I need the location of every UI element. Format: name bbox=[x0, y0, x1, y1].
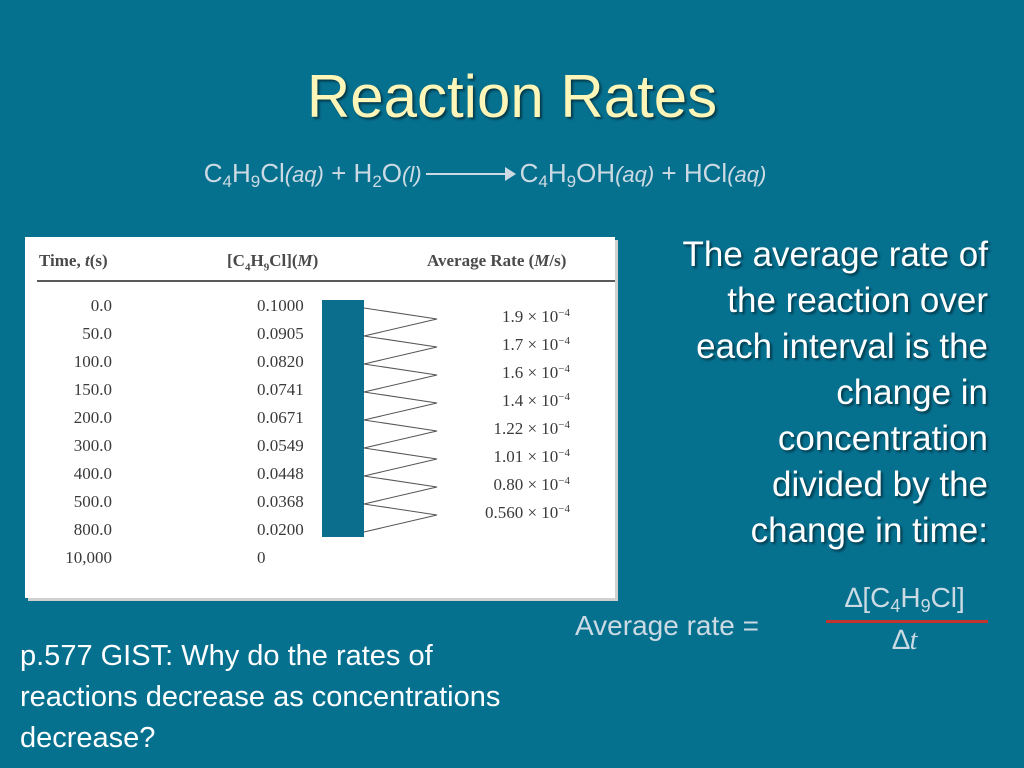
concentration-cell: 0.0549 bbox=[257, 436, 304, 455]
explanation-line: the reaction over bbox=[727, 281, 988, 320]
concentration-cell: 0 bbox=[257, 548, 266, 567]
average-rate-label: Average rate = bbox=[575, 610, 759, 641]
time-cell: 10,000 bbox=[65, 548, 112, 567]
rate-cell: 1.6 × 10−4 bbox=[501, 363, 570, 382]
reactant-h2o: H2O(l) bbox=[353, 158, 422, 191]
time-cell: 800.0 bbox=[73, 520, 112, 539]
concentration-cell: 0.0448 bbox=[257, 464, 304, 483]
fraction-bar bbox=[826, 620, 988, 623]
concentration-cell: 0.0368 bbox=[257, 492, 304, 511]
gist-question: p.577 GIST: Why do the rates of reaction… bbox=[20, 636, 590, 759]
explanation-line: change in time: bbox=[750, 511, 988, 550]
explanation-line: The average rate of bbox=[682, 235, 988, 274]
concentration-cell: 0.0741 bbox=[257, 380, 304, 399]
rate-cell: 1.4 × 10−4 bbox=[501, 391, 570, 410]
rate-cell: 1.9 × 10−4 bbox=[501, 307, 570, 326]
time-cell: 300.0 bbox=[73, 436, 112, 455]
gist-line: decrease? bbox=[20, 722, 156, 754]
header-time: Time, t(s) bbox=[39, 251, 108, 270]
formula-numerator: ∆[C4H9Cl] bbox=[845, 582, 965, 616]
reaction-equation: C4H9Cl(aq) + H2O(l) C4H9OH(aq) + HCl(aq) bbox=[0, 158, 970, 191]
explanation-line: each interval is the bbox=[696, 327, 988, 366]
rate-cell: 1.7 × 10−4 bbox=[501, 335, 570, 354]
plus-sign: + bbox=[331, 158, 347, 188]
time-cell: 150.0 bbox=[73, 380, 112, 399]
rate-data-table: Time, t(s) [C4H9Cl](M) Average Rate (M/s… bbox=[25, 237, 615, 598]
rate-cell: 0.80 × 10−4 bbox=[493, 475, 570, 494]
explanation-text: The average rate of the reaction over ea… bbox=[620, 232, 988, 554]
product-hcl: HCl(aq) bbox=[683, 158, 767, 188]
interval-connector-lines bbox=[363, 307, 438, 533]
header-average-rate: Average Rate (M/s) bbox=[427, 251, 567, 270]
gist-line: reactions decrease as concentrations bbox=[20, 681, 501, 713]
header-divider bbox=[37, 280, 615, 282]
concentration-cell: 0.0200 bbox=[257, 520, 304, 539]
explanation-line: concentration bbox=[777, 419, 988, 458]
concentration-cell: 0.1000 bbox=[257, 296, 304, 315]
reaction-arrow-icon bbox=[425, 167, 516, 181]
slide-title: Reaction Rates bbox=[306, 63, 718, 130]
header-concentration: [C4H9Cl](M) bbox=[227, 251, 319, 274]
plus-sign: + bbox=[661, 158, 677, 188]
time-cell: 400.0 bbox=[73, 464, 112, 483]
time-cell: 100.0 bbox=[73, 352, 112, 371]
concentration-highlight-bar bbox=[322, 300, 364, 537]
product-c4h9oh: C4H9OH(aq) bbox=[519, 158, 655, 191]
time-cell: 0.0 bbox=[90, 296, 112, 315]
concentration-cell: 0.0671 bbox=[257, 408, 304, 427]
reactant-c4h9cl: C4H9Cl(aq) bbox=[203, 158, 324, 191]
time-cell: 200.0 bbox=[73, 408, 112, 427]
formula-denominator: ∆t bbox=[892, 624, 918, 656]
rate-cell: 0.560 × 10−4 bbox=[484, 503, 570, 522]
explanation-line: change in bbox=[836, 373, 988, 412]
time-cell: 500.0 bbox=[73, 492, 112, 511]
gist-line: p.577 GIST: Why do the rates of bbox=[20, 640, 433, 672]
explanation-line: divided by the bbox=[772, 465, 988, 504]
concentration-cell: 0.0905 bbox=[257, 324, 304, 343]
concentration-cell: 0.0820 bbox=[257, 352, 304, 371]
rate-cell: 1.22 × 10−4 bbox=[493, 419, 570, 438]
rate-cell: 1.01 × 10−4 bbox=[493, 447, 570, 466]
time-cell: 50.0 bbox=[82, 324, 112, 343]
